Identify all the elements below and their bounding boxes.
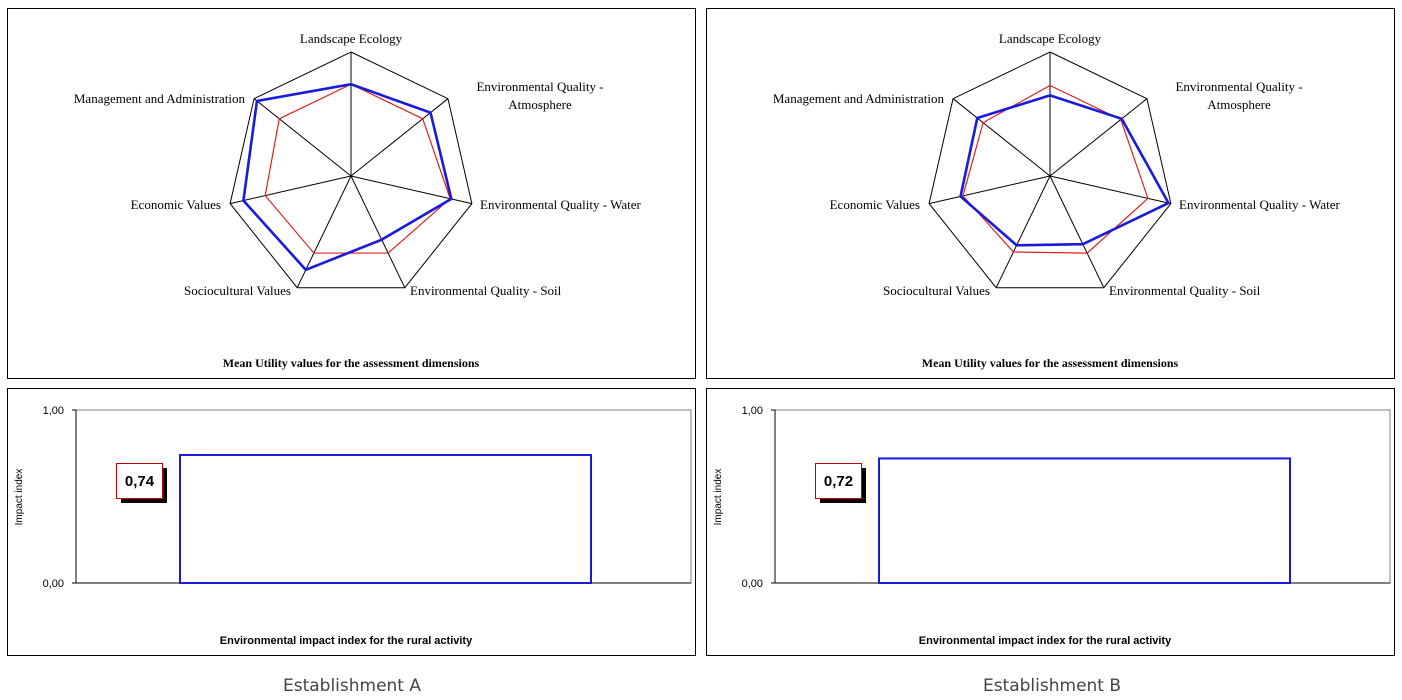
radar-axis-label-line: Atmosphere [508,97,572,112]
impact-chart-a: 1,00 0,00 Impact index 0,74 Environmental im… [14,405,692,647]
value-label-box [116,463,163,499]
radar-spoke [1049,175,1105,288]
y-axis-label: Impact index [713,469,724,526]
radar-spoke [928,175,1051,205]
radar-spoke [350,175,406,288]
value-label: 0,72 [824,473,853,490]
impact-chart-title: Environmental impact index for the rural… [919,635,1172,647]
radar-axis-label: Management and Administration [74,91,246,106]
impact-bar [179,453,592,585]
value-label-box [815,463,862,499]
radar-axis-label: Environmental Quality - Soil [1109,283,1261,298]
radar-panel-b: Landscape Ecology Environmental Quality -… [706,8,1395,379]
radar-axis-label-line: Environmental Quality - Soil [410,283,562,298]
radar-axis-label: Landscape Ecology [999,31,1102,46]
radar-spoke [350,175,473,205]
radar-series-red [962,84,1149,254]
radar-axis-label-line: Landscape Ecology [999,31,1102,46]
y-tick-label: 0,00 [43,578,64,590]
caption-establishment-b: Establishment B [982,676,1122,696]
radar-axis-label-line: Sociocultural Values [184,283,291,298]
radar-axis-label-line: Management and Administration [74,91,246,106]
radar-outer-web [928,51,1172,289]
radar-outer-web [229,51,473,289]
radar-axis-label: Sociocultural Values [184,283,291,298]
y-axis-label: Impact index [14,469,25,526]
bar-panel-a: 1,00 0,00 Impact index 0,74 Environmental im… [7,388,696,656]
impact-chart-title: Environmental impact index for the rural… [220,635,473,647]
radar-spoke [1049,175,1172,205]
radar-panel-a: Landscape Ecology Environmental Quality -… [7,8,696,379]
impact-chart-b: 1,00 0,00 Impact index 0,72 Environmental im… [713,405,1391,647]
value-label: 0,74 [125,473,155,490]
radar-series-blue [959,94,1171,247]
radar-axis-label: Sociocultural Values [883,283,990,298]
radar-axis-label-line: Environmental Quality - Soil [1109,283,1261,298]
radar-chart-a: Landscape Ecology Environmental Quality -… [74,31,642,370]
radar-series-blue [242,82,453,272]
radar-chart-b: Landscape Ecology Environmental Quality -… [773,31,1341,370]
radar-spoke [1049,98,1148,177]
radar-spoke [952,98,1051,177]
bar-panel-b: 1,00 0,00 Impact index 0,72 Environmental im… [706,388,1395,656]
impact-bar [878,457,1291,584]
radar-axis-label: Environmental Quality - Atmosphere [476,79,603,112]
radar-axis-label-line: Environmental Quality - [1175,79,1302,94]
radar-axis-label: Management and Administration [773,91,945,106]
radar-axis-label-line: Environmental Quality - Water [480,197,641,212]
radar-chart-title: Mean Utility values for the assessment d… [922,356,1179,370]
radar-axis-label-line: Management and Administration [773,91,945,106]
radar-axis-label: Economic Values [830,197,920,212]
radar-spoke [995,175,1051,288]
radar-axis-label: Environmental Quality - Soil [410,283,562,298]
radar-axis-label-line: Sociocultural Values [883,283,990,298]
radar-chart-title: Mean Utility values for the assessment d… [223,356,480,370]
y-tick-label: 1,00 [742,405,763,417]
y-tick-label: 1,00 [43,405,64,417]
radar-axis-label: Landscape Ecology [300,31,403,46]
radar-spoke [350,98,449,177]
radar-axis-label-line: Environmental Quality - Water [1179,197,1340,212]
radar-axis-label-line: Atmosphere [1207,97,1271,112]
y-tick-label: 0,00 [742,578,763,590]
radar-axis-label: Environmental Quality - Water [1179,197,1340,212]
radar-axis-label: Economic Values [131,197,221,212]
radar-axis-label: Environmental Quality - Water [480,197,641,212]
radar-axis-label: Environmental Quality - Atmosphere [1175,79,1302,112]
radar-axis-label-line: Environmental Quality - [476,79,603,94]
radar-spoke [229,175,352,205]
caption-establishment-a: Establishment A [282,676,422,696]
radar-axis-label-line: Economic Values [830,197,920,212]
radar-axis-label-line: Economic Values [131,197,221,212]
radar-axis-label-line: Landscape Ecology [300,31,403,46]
radar-spoke [253,98,352,177]
